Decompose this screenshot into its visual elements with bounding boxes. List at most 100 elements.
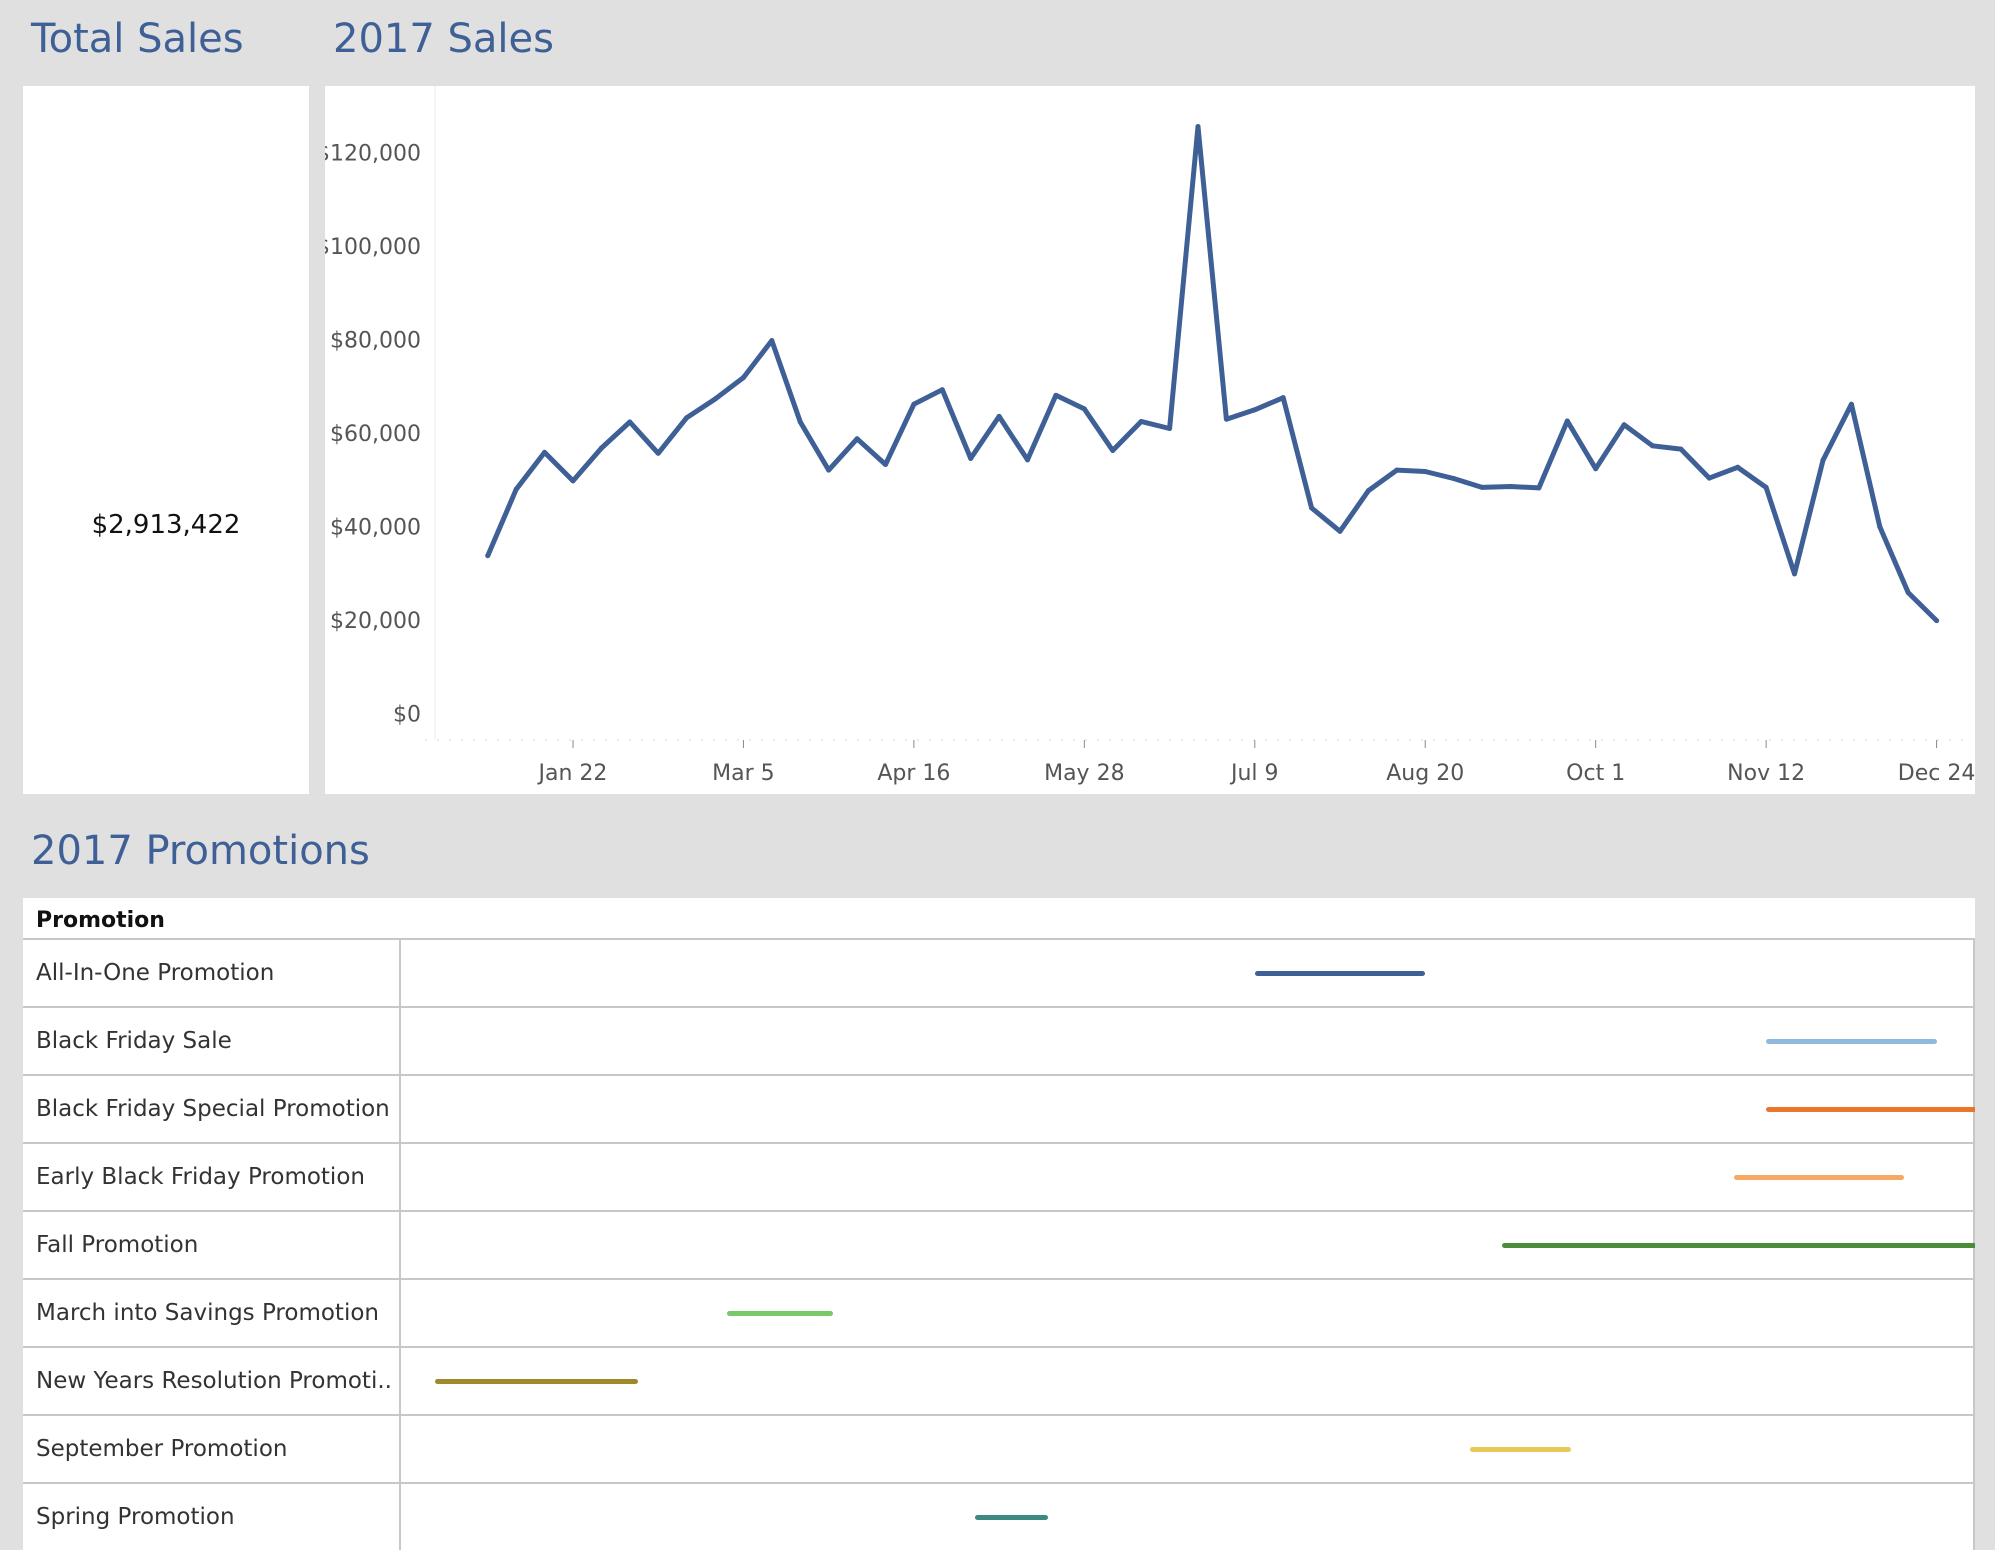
sales-2017-title: 2017 Sales	[333, 16, 554, 62]
sales-data-point	[1223, 416, 1229, 422]
sales-data-point	[1110, 447, 1116, 453]
sales-data-point	[769, 338, 775, 344]
sales-data-point	[1167, 426, 1173, 432]
promotion-label: New Years Resolution Promoti..	[36, 1368, 392, 1394]
promotion-bar	[435, 1379, 638, 1384]
sales-data-point	[1422, 469, 1428, 475]
promotion-label: Spring Promotion	[36, 1504, 235, 1530]
sales-data-point	[513, 486, 519, 492]
sales-data-point	[854, 436, 860, 442]
promotion-label: Fall Promotion	[36, 1232, 199, 1258]
x-tick-label: Mar 5	[712, 761, 775, 786]
promotion-bar	[727, 1311, 833, 1316]
promotion-column-divider	[399, 1212, 401, 1278]
sales-data-point	[1706, 475, 1712, 481]
sales-data-point	[655, 450, 661, 456]
sales-data-point	[1025, 457, 1031, 463]
sales-data-point	[882, 462, 888, 468]
promotion-label: Black Friday Special Promotion	[36, 1096, 390, 1122]
sales-data-point	[1678, 446, 1684, 452]
promotion-bar	[1502, 1243, 1975, 1248]
sales-data-point	[542, 449, 548, 455]
sales-data-point	[712, 396, 718, 402]
promotion-row: All-In-One Promotion	[23, 938, 1975, 1006]
promotion-row: Fall Promotion	[23, 1210, 1975, 1278]
promotion-bar	[1254, 971, 1426, 976]
promotion-right-border	[1973, 1280, 1975, 1346]
promotion-column-divider	[399, 940, 401, 1006]
sales-data-point	[996, 413, 1002, 419]
sales-data-point	[1280, 395, 1286, 401]
promotion-column-divider	[399, 1280, 401, 1346]
promotion-bar	[1733, 1175, 1905, 1180]
sales-data-point	[1138, 419, 1144, 425]
sales-data-point	[1195, 124, 1201, 130]
x-tick-label: Aug 20	[1386, 761, 1464, 786]
sales-data-point	[939, 387, 945, 393]
sales-chart-panel: $0 $20,000 $40,000 $60,000 $80,000 $100,000 $1…	[325, 86, 1975, 794]
promotion-column-divider	[399, 1144, 401, 1210]
x-tick-label: Oct 1	[1566, 761, 1625, 786]
sales-data-point	[485, 553, 491, 559]
promotion-label: Black Friday Sale	[36, 1028, 232, 1054]
sales-data-point	[968, 455, 974, 461]
promotion-bar	[1766, 1107, 1975, 1112]
sales-data-point	[1848, 401, 1854, 407]
promotion-row: Black Friday Special Promotion	[23, 1074, 1975, 1142]
sales-data-point	[1053, 392, 1059, 398]
sales-data-point	[1593, 466, 1599, 472]
promotion-column-divider	[399, 1484, 401, 1550]
promotion-right-border	[1973, 1348, 1975, 1414]
y-tick-label: $40,000	[330, 516, 421, 541]
sales-data-point	[1252, 407, 1258, 413]
promotion-row: March into Savings Promotion	[23, 1278, 1975, 1346]
sales-data-point	[598, 445, 604, 451]
promotions-title: 2017 Promotions	[31, 828, 370, 874]
promotion-right-border	[1973, 1484, 1975, 1550]
sales-line-chart: $0 $20,000 $40,000 $60,000 $80,000 $100,000 $1…	[325, 86, 1975, 786]
sales-data-point	[826, 467, 832, 473]
sales-data-point	[1451, 476, 1457, 482]
sales-data-point	[1479, 484, 1485, 490]
promotion-column-divider	[399, 1348, 401, 1414]
sales-data-point	[1337, 528, 1343, 534]
sales-data-point	[1564, 418, 1570, 424]
total-sales-panel: $2,913,422	[23, 86, 309, 794]
promotion-label: All-In-One Promotion	[36, 960, 275, 986]
y-tick-label: $0	[393, 703, 421, 728]
sales-data-point	[627, 419, 633, 425]
sales-data-point	[684, 415, 690, 421]
sales-data-point	[1905, 590, 1911, 596]
x-tick-label: Jan 22	[537, 761, 608, 786]
sales-data-point	[797, 419, 803, 425]
sales-data-point	[1792, 571, 1798, 577]
sales-data-point	[1507, 483, 1513, 489]
sales-data-point	[1309, 505, 1315, 511]
x-tick-label: Dec 24	[1898, 761, 1975, 786]
sales-series-line	[485, 124, 1940, 624]
sales-data-point	[1365, 488, 1371, 494]
sales-data-point	[911, 401, 917, 407]
promotion-row: Early Black Friday Promotion	[23, 1142, 1975, 1210]
promotion-right-border	[1973, 1008, 1975, 1074]
sales-data-point	[1394, 467, 1400, 473]
sales-data-point	[1735, 464, 1741, 470]
x-tick-label: Jul 9	[1229, 761, 1279, 786]
total-sales-value: $2,913,422	[91, 510, 241, 540]
sales-data-point	[1820, 457, 1826, 463]
promotion-column-divider	[399, 1008, 401, 1074]
sales-data-point	[1621, 422, 1627, 428]
promotion-label: March into Savings Promotion	[36, 1300, 379, 1326]
y-tick-label: $100,000	[325, 235, 421, 260]
x-tick-label: Nov 12	[1727, 761, 1805, 786]
promotion-column-divider	[399, 1416, 401, 1482]
promotion-row: Spring Promotion	[23, 1482, 1975, 1550]
promotion-bar	[1766, 1039, 1937, 1044]
sales-data-point	[570, 478, 576, 484]
promotions-panel: Promotion All-In-One Promotion Black Frid…	[23, 898, 1975, 1550]
y-tick-label: $20,000	[330, 609, 421, 634]
promotion-label: Early Black Friday Promotion	[36, 1164, 365, 1190]
promotion-column-divider	[399, 1076, 401, 1142]
sales-data-point	[1536, 485, 1542, 491]
promotion-right-border	[1973, 1144, 1975, 1210]
